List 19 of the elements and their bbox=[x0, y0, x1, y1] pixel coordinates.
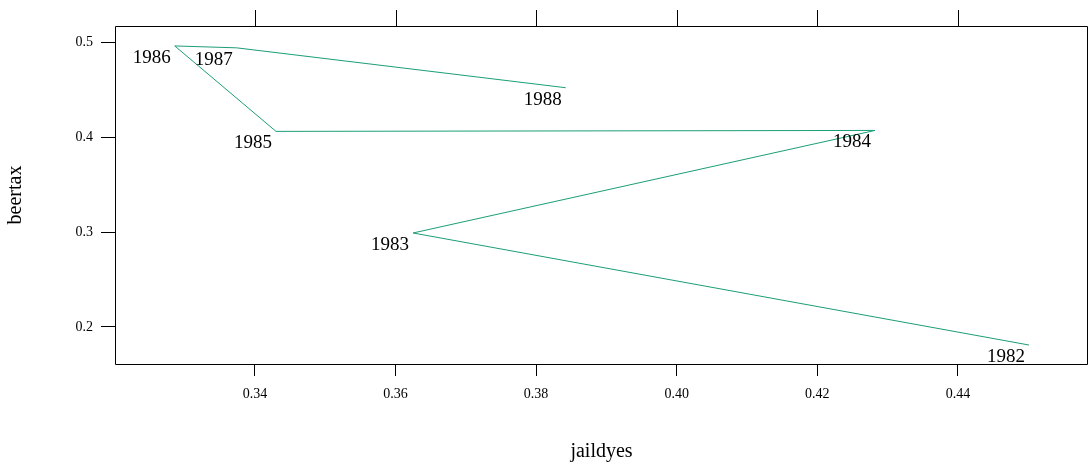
y-tick-label: 0.4 bbox=[75, 128, 93, 144]
x-tick-label: 0.44 bbox=[945, 386, 971, 402]
x-tick-label: 0.36 bbox=[383, 386, 408, 402]
annotation: 1982 bbox=[986, 345, 1025, 366]
annotation: 1985 bbox=[233, 131, 272, 153]
y-tick-label: 0.5 bbox=[75, 33, 93, 49]
x-axis-title: jaildyes bbox=[569, 439, 633, 463]
annotation: 1984 bbox=[832, 130, 872, 152]
annotation: 1983 bbox=[371, 232, 410, 254]
y-axis-title: beertax bbox=[3, 165, 26, 225]
annotation: 1986 bbox=[132, 45, 171, 67]
y-tick-label: 0.2 bbox=[75, 318, 93, 334]
x-tick-label: 0.34 bbox=[242, 386, 268, 402]
annotation: 1987 bbox=[194, 47, 233, 69]
annotation: 1988 bbox=[523, 87, 562, 109]
y-tick-label: 0.3 bbox=[75, 223, 93, 239]
x-tick-label: 0.42 bbox=[805, 386, 830, 402]
x-tick-label: 0.38 bbox=[523, 386, 549, 402]
x-tick-label: 0.40 bbox=[664, 386, 689, 402]
